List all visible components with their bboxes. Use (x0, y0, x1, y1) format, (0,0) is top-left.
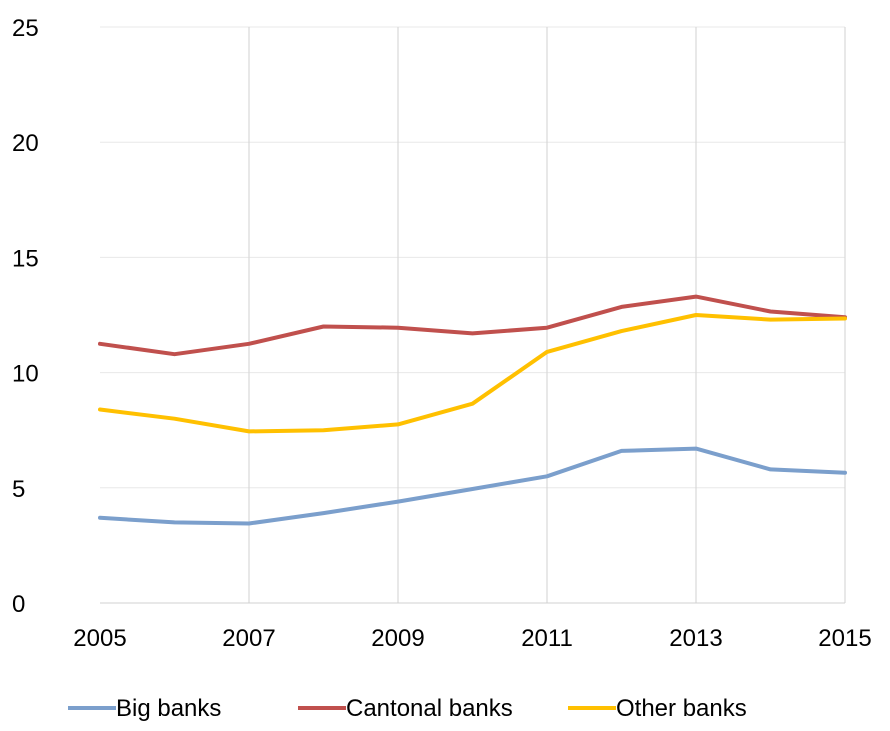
legend-label-cantonal-banks: Cantonal banks (346, 695, 513, 722)
x-tick-label: 2009 (371, 625, 424, 652)
legend: Big banks Cantonal banks Other banks (68, 695, 747, 722)
y-tick-label: 0 (12, 591, 25, 618)
y-axis: 0 5 10 15 20 25 (12, 15, 39, 618)
x-tick-label: 2005 (73, 625, 126, 652)
x-tick-label: 2007 (222, 625, 275, 652)
legend-label-big-banks: Big banks (116, 695, 221, 722)
y-tick-label: 10 (12, 361, 39, 388)
series-line-cantonal-banks (98, 294, 847, 357)
series-lines (98, 294, 847, 526)
x-tick-label: 2011 (521, 625, 573, 652)
y-tick-label: 25 (12, 15, 39, 42)
y-tick-label: 20 (12, 130, 39, 157)
x-axis: 2005 2007 2009 2011 2013 2015 (73, 602, 872, 652)
y-tick-label: 15 (12, 245, 39, 272)
series-line-other-banks (98, 313, 847, 434)
grid-lines (100, 26, 846, 603)
x-tick-label: 2013 (669, 625, 722, 652)
y-tick-label: 5 (12, 476, 25, 503)
legend-label-other-banks: Other banks (616, 695, 747, 722)
series-line-big-banks (98, 446, 847, 526)
x-tick-label: 2015 (818, 625, 871, 652)
